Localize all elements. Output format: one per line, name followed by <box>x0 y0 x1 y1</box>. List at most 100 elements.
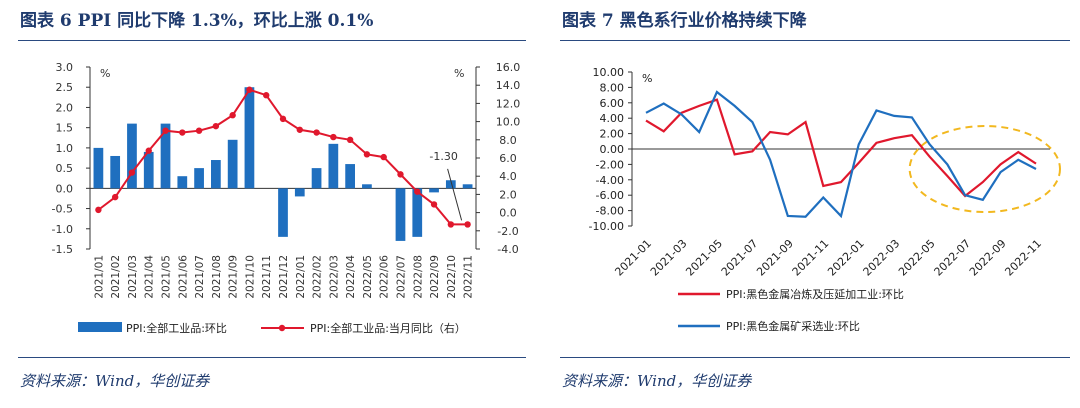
line-point <box>162 127 169 134</box>
x-tick-label: 2022/07 <box>395 255 407 299</box>
line-point <box>212 122 220 130</box>
line-point <box>397 171 404 178</box>
left-tick-label: 3.0 <box>56 61 74 74</box>
bar <box>345 164 355 189</box>
x-tick-label: 2021-09 <box>754 237 796 279</box>
bar <box>244 87 255 189</box>
line-point <box>447 221 455 228</box>
right-tick-label: 12.0 <box>496 97 521 110</box>
right-tick-label: 16.0 <box>496 61 521 74</box>
x-tick-label: 2021/02 <box>110 255 122 299</box>
y-tick-label: -8.00 <box>596 205 624 218</box>
x-tick-label: 2022/01 <box>295 255 307 299</box>
line-point <box>279 115 287 123</box>
red-series-line <box>645 98 1037 198</box>
line-point <box>179 129 186 136</box>
x-tick-label: 2022/03 <box>328 255 340 299</box>
right-tick-label: -2.0 <box>497 225 518 238</box>
right-tick-label: -4.0 <box>497 243 518 256</box>
y-tick-label: -10.00 <box>589 220 624 233</box>
x-tick-label: 2021/01 <box>93 255 105 299</box>
line-point <box>363 151 371 158</box>
left-tick-label: 0.5 <box>56 162 74 175</box>
legend-red-label: PPI:黑色金属冶炼及压延加工业:环比 <box>726 287 904 301</box>
x-tick-label: 2021-11 <box>790 237 832 279</box>
right-tick-label: 2.0 <box>499 188 517 201</box>
bar <box>127 123 137 189</box>
legend-bar-swatch <box>78 322 122 332</box>
x-tick-label: 2021/08 <box>211 255 223 299</box>
y-tick-label: 10.00 <box>593 66 625 79</box>
y-tick-label: 6.00 <box>600 97 625 110</box>
left-tick-label: -1.0 <box>52 223 73 236</box>
right-tick-label: 4.0 <box>499 170 517 183</box>
blue-series-line <box>645 90 1037 219</box>
y-tick-label: 4.00 <box>600 112 625 125</box>
left-title-rule <box>18 40 526 41</box>
highlight-ellipse <box>908 125 1061 214</box>
bar <box>311 168 322 189</box>
bar <box>177 176 188 189</box>
bar <box>328 143 339 189</box>
left-tick-label: -1.5 <box>52 243 73 256</box>
line-point <box>128 169 136 176</box>
x-tick-label: 2022/11 <box>463 255 475 299</box>
annotation-leader <box>447 168 463 221</box>
x-tick-label: 2021/09 <box>228 255 240 299</box>
right-figure-title: 图表 7 黑色系行业价格持续下降 <box>562 11 807 31</box>
legend-blue-label: PPI:黑色金属矿采选业:环比 <box>726 319 860 333</box>
line-point <box>414 188 421 195</box>
x-tick-label: 2021-07 <box>719 237 761 279</box>
bar <box>278 188 288 237</box>
x-tick-label: 2022/02 <box>312 255 324 299</box>
left-tick-label: 0.0 <box>56 182 74 195</box>
right-source: 资料来源：Wind，华创证券 <box>562 372 752 390</box>
x-tick-label: 2022-01 <box>825 237 867 279</box>
bar <box>93 147 104 189</box>
right-tick-label: 0.0 <box>499 207 517 220</box>
y-tick-label: -2.00 <box>596 158 624 171</box>
y-tick-label: -4.00 <box>596 174 624 187</box>
x-tick-label: 2022/08 <box>412 255 424 299</box>
x-tick-label: 2021-03 <box>648 237 690 279</box>
bar <box>227 139 238 189</box>
left-source: 资料来源：Wind，华创证券 <box>20 372 210 390</box>
legend-line-marker <box>278 324 286 332</box>
line-point <box>380 153 387 161</box>
legend-bar-label: PPI:全部工业品:环比 <box>126 321 227 335</box>
right-chart: 10.00 8.00 6.00 4.00 2.00 0.00 -2.00 -4.00 -6.00… <box>589 66 1061 333</box>
x-tick-label: 2022-09 <box>967 237 1009 279</box>
bar <box>412 188 423 237</box>
x-tick-label: 2021/11 <box>261 255 273 299</box>
bar <box>362 184 372 189</box>
x-tick-label: 2021-05 <box>683 237 725 279</box>
line-point <box>111 193 119 201</box>
left-tick-label: 1.5 <box>56 122 74 135</box>
line-point <box>263 92 270 99</box>
bar <box>110 155 121 189</box>
line-point <box>313 129 320 136</box>
y-tick-label: 8.00 <box>600 81 625 94</box>
x-tick-label: 2021/12 <box>278 255 290 299</box>
x-tick-label: 2022/04 <box>345 255 357 299</box>
line-point <box>296 126 303 133</box>
line-point <box>346 136 354 143</box>
x-tick-label: 2022-03 <box>861 237 903 279</box>
left-tick-label: 2.5 <box>56 81 74 94</box>
x-tick-label: 2022-05 <box>896 237 938 279</box>
bar <box>160 123 171 189</box>
line-point <box>145 147 152 154</box>
x-tick-label: 2021/04 <box>144 255 156 299</box>
right-tick-label: 10.0 <box>496 116 521 129</box>
left-bottom-rule <box>18 357 526 358</box>
line-point <box>195 127 203 134</box>
y-tick-label: 0.00 <box>600 143 625 156</box>
x-tick-label: 2022/09 <box>429 255 441 299</box>
x-tick-label: 2021/05 <box>161 255 173 299</box>
line-point <box>430 201 438 208</box>
bar <box>194 168 204 189</box>
x-tick-label: 2022/06 <box>379 255 391 299</box>
line-point <box>330 133 337 141</box>
bar <box>395 188 406 241</box>
left-tick-label: 1.0 <box>56 142 74 155</box>
